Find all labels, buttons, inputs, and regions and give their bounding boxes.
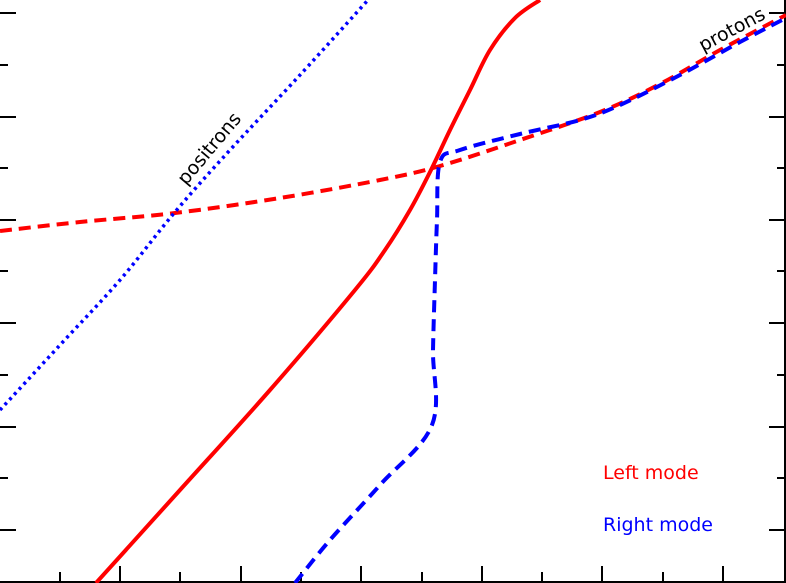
x-ticks — [59, 566, 724, 582]
legend-right-mode: Right mode — [603, 514, 713, 536]
y-ticks-right — [769, 12, 785, 531]
y-ticks-left — [0, 12, 16, 531]
legend-left-mode: Left mode — [603, 462, 699, 484]
series-left-mode-dashed-protons — [0, 13, 786, 233]
series-right-mode-dashed — [293, 16, 786, 583]
series-left-mode-solid — [94, 0, 542, 583]
series-positrons — [0, 0, 370, 412]
positrons-annotation: positrons — [173, 108, 246, 189]
